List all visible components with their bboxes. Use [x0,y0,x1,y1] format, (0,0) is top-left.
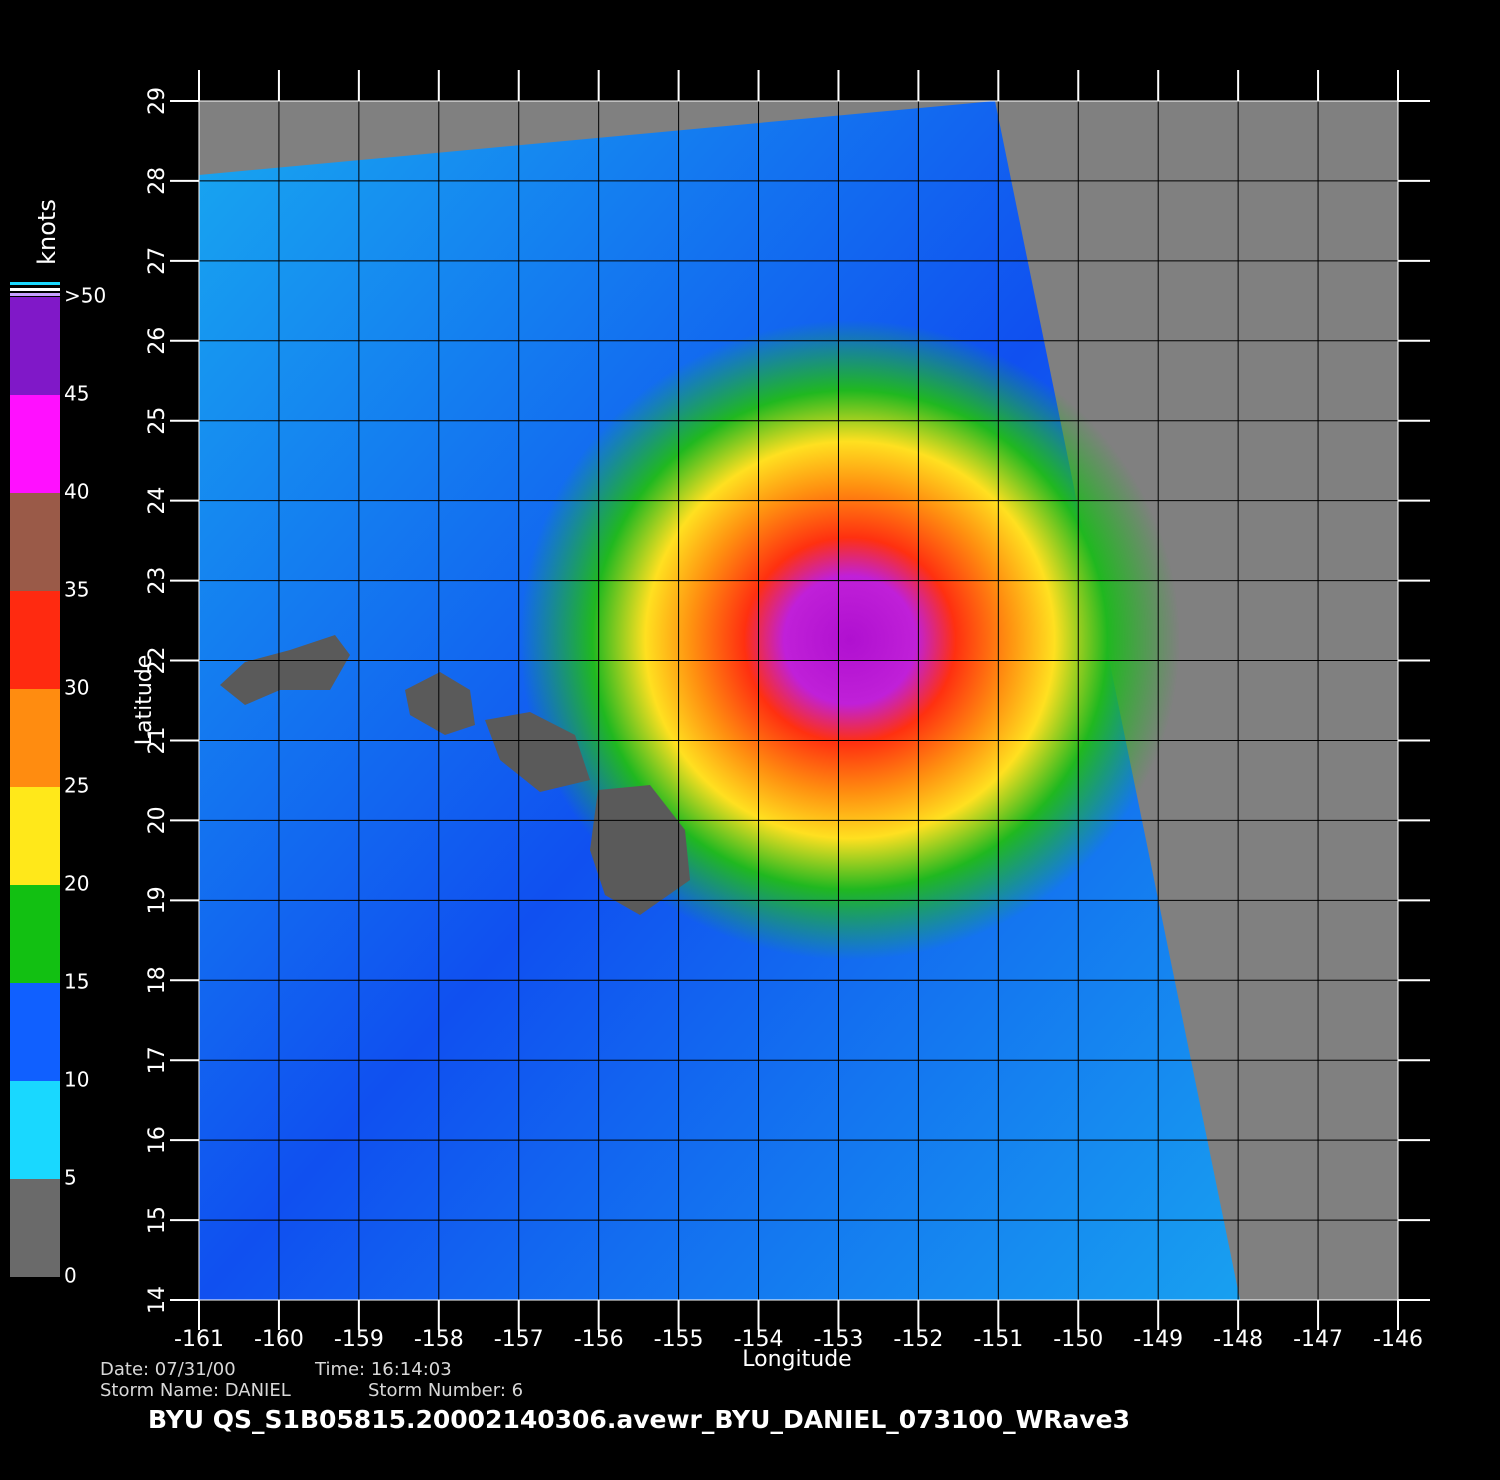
x-tick-label: -146 [1373,1327,1423,1352]
colorbar: 0 5 10 15 20 25 30 35 40 45 >50 [10,282,106,1288]
y-tick-label: 20 [145,806,170,834]
y-tick-label: 14 [145,1286,170,1314]
colorbar-segment [10,885,60,983]
x-tick-label: -152 [893,1327,943,1352]
storm-number: Storm Number: 6 [368,1380,523,1401]
colorbar-cap [10,282,60,285]
colorbar-segment [10,983,60,1081]
colorbar-label: 40 [64,480,89,504]
colorbar-title: knots [33,199,61,265]
colorbar-segment [10,787,60,885]
ticks: -161 -160 -159 -158 -157 -156 -155 -154 -153 -152… [145,70,1430,1352]
time: Time: 16:14:03 [314,1359,452,1380]
colorbar-label: 15 [64,970,89,994]
x-tick-label: -156 [574,1327,624,1352]
x-tick-label: -149 [1133,1327,1183,1352]
x-tick-label: -160 [254,1327,304,1352]
x-tick-label: -151 [973,1327,1023,1352]
colorbar-cap [10,293,60,296]
file-name: BYU QS_S1B05815.20002140306.avewr_BYU_DA… [148,1405,1130,1434]
colorbar-segment [10,297,60,395]
y-tick-label: 24 [145,487,170,515]
storm-name: Storm Name: DANIEL [100,1380,291,1401]
y-tick-label: 19 [145,886,170,914]
colorbar-label: >50 [64,284,106,308]
y-tick-label: 21 [145,726,170,754]
x-tick-label: -150 [1053,1327,1103,1352]
colorbar-label: 0 [64,1264,77,1288]
x-tick-label: -159 [334,1327,384,1352]
islands [220,635,690,915]
colorbar-label: 5 [64,1166,77,1190]
y-axis-label: Latitude [132,655,157,746]
colorbar-segment [10,1179,60,1277]
y-tick-label: 18 [145,966,170,994]
colorbar-label: 30 [64,676,89,700]
colorbar-segment [10,1081,60,1179]
colorbar-cap [10,288,60,291]
colorbar-label: 25 [64,774,89,798]
colorbar-segment [10,591,60,689]
colorbar-segment [10,689,60,787]
y-tick-label: 22 [145,647,170,675]
x-tick-label: -161 [174,1327,224,1352]
x-tick-label: -158 [414,1327,464,1352]
plot-frame [198,100,1399,1301]
colorbar-segment [10,395,60,493]
colorbar-label: 45 [64,382,89,406]
x-tick-label: -154 [734,1327,784,1352]
y-tick-label: 26 [145,327,170,355]
y-tick-label: 29 [145,87,170,115]
colorbar-label: 35 [64,578,89,602]
x-tick-label: -153 [813,1327,863,1352]
x-tick-label: -148 [1213,1327,1263,1352]
colorbar-segment [10,493,60,591]
y-tick-label: 16 [145,1126,170,1154]
y-tick-label: 15 [145,1206,170,1234]
date: Date: 07/31/00 [100,1359,236,1380]
storm-core [520,320,1180,960]
x-tick-label: -157 [494,1327,544,1352]
colorbar-label: 10 [64,1068,89,1092]
colorbar-label: 20 [64,872,89,896]
y-tick-label: 25 [145,407,170,435]
x-tick-label: -155 [654,1327,704,1352]
y-tick-label: 23 [145,567,170,595]
y-tick-label: 17 [145,1046,170,1074]
x-tick-label: -147 [1293,1327,1343,1352]
x-axis-label: Longitude [742,1347,851,1372]
y-tick-label: 28 [145,167,170,195]
y-tick-label: 27 [145,247,170,275]
